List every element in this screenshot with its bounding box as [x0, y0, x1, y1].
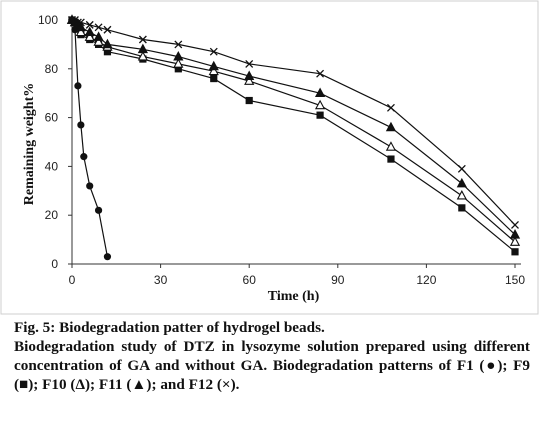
- data-point: [75, 26, 86, 37]
- x-tick-label: 150: [505, 273, 525, 287]
- y-tick-label: 100: [38, 13, 58, 27]
- x-tick-label: 30: [154, 273, 168, 287]
- series-triangle: [66, 14, 521, 239]
- data-point-stroke: [85, 20, 94, 29]
- x-tick-label: 0: [69, 273, 76, 287]
- data-point-stroke: [316, 69, 325, 78]
- data-point: [103, 253, 112, 261]
- x-tick-label: 90: [331, 273, 345, 287]
- data-point-stroke: [245, 59, 254, 68]
- data-point-stroke: [73, 18, 82, 27]
- data-point: [244, 70, 255, 80]
- data-point: [385, 121, 397, 132]
- y-tick-label: 40: [45, 159, 59, 173]
- data-point: [68, 16, 76, 24]
- data-point-stroke: [103, 25, 112, 34]
- data-point-stroke: [76, 18, 85, 27]
- data-point-stroke: [387, 103, 395, 112]
- data-point-stroke: [94, 23, 103, 32]
- data-point: [244, 75, 255, 85]
- figure-caption: Fig. 5: Biodegradation patter of hydroge…: [14, 318, 530, 394]
- data-point: [75, 21, 86, 32]
- data-point-stroke: [174, 40, 183, 49]
- data-point: [84, 31, 95, 41]
- data-point: [509, 236, 521, 246]
- series-x: [68, 16, 519, 229]
- data-point: [458, 204, 466, 212]
- data-point: [173, 58, 184, 68]
- data-point: [74, 82, 82, 90]
- data-point: [387, 155, 395, 163]
- chart-series: [66, 14, 521, 261]
- data-point: [245, 59, 254, 68]
- data-point: [85, 20, 94, 29]
- data-point: [80, 153, 88, 161]
- data-point: [137, 50, 149, 61]
- data-point: [93, 36, 104, 46]
- data-point: [387, 103, 395, 112]
- data-point: [210, 74, 218, 83]
- x-tick-label: 120: [416, 273, 436, 287]
- data-point: [137, 43, 149, 54]
- data-point: [173, 50, 184, 61]
- y-axis-label: Remaining weight%: [22, 83, 37, 206]
- chart: 0 30 60 90 120 150 0 20 40 60 80 100 Time (h) Remai…: [0, 0, 539, 315]
- data-point: [208, 60, 219, 71]
- data-point: [77, 121, 85, 129]
- series-line: [71, 19, 108, 257]
- data-point: [103, 48, 112, 56]
- caption-title: Fig. 5: Biodegradation patter of hydroge…: [14, 319, 325, 336]
- y-tick-label: 0: [51, 257, 58, 271]
- data-point-stroke: [511, 221, 519, 229]
- data-point: [457, 164, 466, 173]
- data-point: [84, 26, 95, 37]
- data-point: [316, 111, 324, 119]
- data-point: [76, 18, 85, 27]
- data-point: [385, 141, 397, 151]
- data-point: [94, 23, 103, 32]
- data-point: [93, 31, 104, 41]
- data-point: [316, 69, 325, 78]
- data-point-stroke: [457, 164, 466, 173]
- data-point: [86, 182, 94, 190]
- data-point: [314, 99, 326, 110]
- data-point: [456, 190, 467, 200]
- data-point: [511, 248, 519, 256]
- figure: 0 30 60 90 120 150 0 20 40 60 80 100 Time (h) Remai…: [0, 0, 539, 315]
- y-tick-label: 20: [45, 208, 59, 222]
- data-point: [456, 177, 467, 188]
- data-point-stroke: [138, 35, 147, 44]
- data-point: [511, 221, 519, 229]
- data-point-stroke: [209, 47, 218, 56]
- x-tick-label: 60: [243, 273, 257, 287]
- data-point-stroke: [68, 16, 76, 24]
- data-point: [94, 206, 103, 214]
- x-axis-label: Time (h): [268, 289, 320, 304]
- data-point: [209, 47, 218, 56]
- y-tick-label: 60: [45, 111, 59, 125]
- data-point: [102, 38, 113, 49]
- data-point: [174, 40, 183, 49]
- chart-axes: 0 30 60 90 120 150 0 20 40 60 80 100: [38, 13, 525, 287]
- data-point: [509, 229, 521, 239]
- data-point: [73, 18, 82, 27]
- caption-body: Biodegradation study of DTZ in lysozyme …: [14, 338, 530, 393]
- data-point: [103, 25, 112, 34]
- data-point: [245, 96, 253, 105]
- data-point: [174, 65, 182, 73]
- data-point: [208, 65, 219, 76]
- data-point: [314, 87, 326, 98]
- y-tick-label: 80: [45, 62, 59, 76]
- data-point: [138, 35, 147, 44]
